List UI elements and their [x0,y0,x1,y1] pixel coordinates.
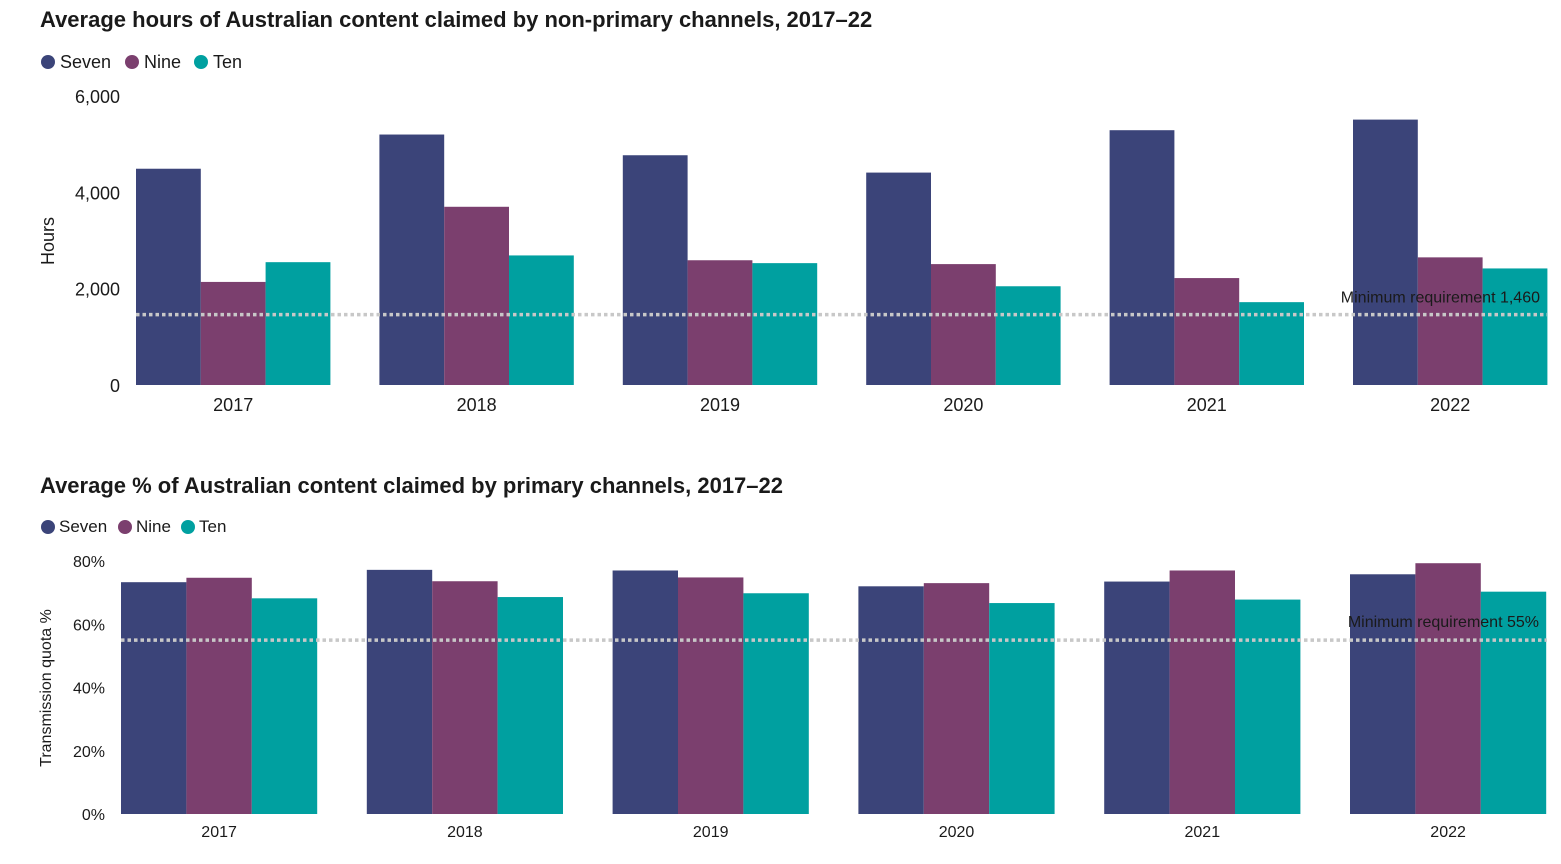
x-tick-label: 2017 [213,395,253,415]
legend2-ten-label: Ten [199,517,226,536]
y-tick-label: 4,000 [75,183,120,203]
chart-percent-y-ticks: 0% 20% 40% 60% 80% [73,554,105,824]
bar-seven-2018 [379,134,445,385]
y-tick-label: 40% [73,681,105,698]
bar-nine-2022 [1417,257,1483,385]
bar-seven-2019 [612,570,678,814]
y-tick-label: 60% [73,617,105,634]
chart-hours-title: Average hours of Australian content clai… [40,7,872,32]
chart-hours-reference: Minimum requirement 1,460 [136,290,1547,317]
bar-ten-2020 [995,286,1061,385]
legend-ten-swatch [194,55,208,69]
bar-ten-2017 [251,598,318,814]
bar-ten-2018 [497,597,563,814]
chart-hours: Average hours of Australian content clai… [38,7,1548,415]
bar-seven-2021 [1109,130,1175,385]
legend-seven-swatch [41,55,55,69]
bar-seven-2020 [866,172,931,385]
x-tick-label: 2018 [447,824,483,841]
bar-nine-2019 [678,577,744,814]
x-tick-label: 2019 [693,824,729,841]
bar-nine-2017 [186,577,252,814]
bar-ten-2017 [265,262,331,385]
legend2-ten-swatch [181,520,195,534]
x-tick-label: 2020 [943,395,983,415]
x-tick-label: 2018 [457,395,497,415]
legend-ten-label: Ten [213,52,242,72]
bar-nine-2021 [1169,570,1235,814]
y-tick-label: 2,000 [75,280,120,300]
bar-nine-2017 [200,281,266,385]
y-tick-label: 6,000 [75,87,120,107]
bar-ten-2018 [509,255,574,385]
bar-ten-2021 [1235,599,1301,814]
x-tick-label: 2022 [1430,395,1470,415]
bar-nine-2018 [432,581,498,814]
x-tick-label: 2019 [700,395,740,415]
reference-line-label: Minimum requirement 1,460 [1341,290,1540,307]
chart-percent: Average % of Australian content claimed … [38,473,1547,841]
bar-seven-2020 [858,586,924,814]
bar-seven-2022 [1353,119,1418,385]
chart-hours-y-axis-title: Hours [38,217,58,265]
legend2-nine-label: Nine [136,517,171,536]
chart-hours-legend: Seven Nine Ten [41,52,242,72]
reference-line-label: Minimum requirement 55% [1348,614,1539,631]
bar-seven-2021 [1104,581,1170,814]
x-tick-label: 2022 [1430,824,1466,841]
legend2-nine-swatch [118,520,132,534]
legend2-seven-label: Seven [59,517,107,536]
x-tick-label: 2017 [201,824,237,841]
bar-nine-2020 [931,264,996,385]
chart-percent-x-ticks: 2017 2018 2019 2020 2021 2022 [201,824,1466,841]
bar-ten-2022 [1482,268,1548,385]
chart-percent-reference: Minimum requirement 55% [121,614,1547,642]
bar-ten-2019 [752,263,818,385]
bar-nine-2018 [444,206,509,385]
bar-ten-2022 [1480,591,1547,814]
chart-hours-bars [136,119,1548,385]
bar-nine-2022 [1415,563,1481,814]
y-tick-label: 0 [110,376,120,396]
bar-seven-2017 [136,168,201,385]
bar-seven-2019 [622,155,688,385]
legend-nine-label: Nine [144,52,181,72]
bar-seven-2017 [121,582,187,814]
chart-percent-y-axis-title: Transmission quota % [38,609,55,767]
bar-nine-2019 [687,260,753,385]
bar-ten-2020 [989,603,1055,814]
x-tick-label: 2021 [1187,395,1227,415]
chart-percent-title: Average % of Australian content claimed … [40,473,783,498]
legend2-seven-swatch [41,520,55,534]
bar-seven-2022 [1350,574,1416,814]
legend-seven-label: Seven [60,52,111,72]
x-tick-label: 2021 [1185,824,1221,841]
bar-nine-2020 [923,583,990,814]
y-tick-label: 80% [73,554,105,571]
legend-nine-swatch [125,55,139,69]
bar-ten-2019 [743,593,809,814]
chart-percent-legend: Seven Nine Ten [41,517,226,536]
chart-hours-y-ticks: 0 2,000 4,000 6,000 [75,87,120,396]
chart-percent-bars [121,563,1547,814]
y-tick-label: 20% [73,744,105,761]
bar-seven-2018 [366,569,433,814]
y-tick-label: 0% [82,807,105,824]
x-tick-label: 2020 [939,824,975,841]
chart-hours-x-ticks: 2017 2018 2019 2020 2021 2022 [213,395,1470,415]
bar-nine-2021 [1174,278,1240,385]
